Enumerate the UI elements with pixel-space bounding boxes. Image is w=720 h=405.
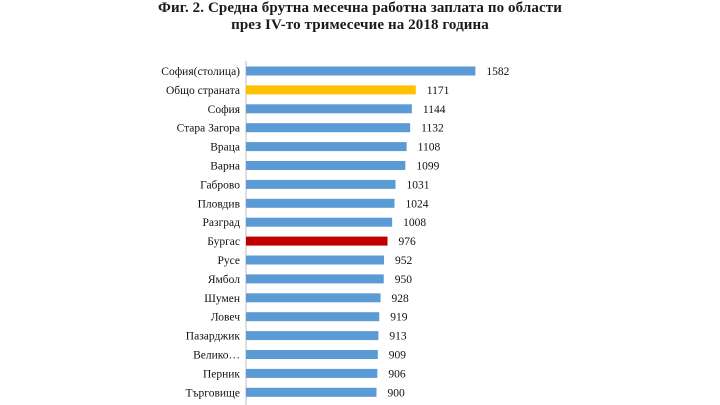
bar: [246, 312, 380, 322]
category-label: София: [208, 104, 241, 116]
bar: [246, 104, 412, 114]
value-label: 1132: [421, 123, 444, 135]
value-label: 1024: [405, 198, 428, 210]
value-label: 950: [395, 274, 413, 286]
value-label: 1582: [486, 66, 509, 78]
value-label: 906: [388, 368, 406, 380]
value-label: 1171: [427, 85, 450, 97]
bar: [246, 331, 379, 341]
category-label: Габрово: [200, 179, 240, 191]
bar: [246, 85, 416, 95]
category-label: Ловеч: [211, 312, 240, 324]
bar: [246, 236, 388, 246]
category-label: Стара Загора: [177, 123, 240, 135]
category-label: Търговище: [186, 387, 240, 399]
bar: [246, 123, 411, 133]
bar: [246, 255, 385, 265]
category-label: Шумен: [204, 293, 240, 305]
value-label: 909: [389, 350, 407, 362]
bar: [246, 217, 393, 227]
value-label: 976: [399, 236, 417, 248]
category-label: Пазарджик: [186, 331, 241, 343]
bar: [246, 387, 377, 397]
value-label: 900: [388, 387, 406, 399]
category-label: София(столица): [161, 66, 240, 78]
category-label: Русе: [218, 255, 241, 267]
category-label: Ямбол: [208, 274, 240, 286]
value-label: 1108: [418, 142, 441, 154]
bar: [246, 161, 406, 170]
value-label: 1031: [406, 179, 429, 191]
value-label: 1144: [423, 104, 446, 116]
value-label: 919: [390, 312, 408, 324]
category-label: Разград: [203, 217, 241, 229]
value-label: 928: [392, 293, 410, 305]
bar: [246, 350, 378, 359]
value-label: 1008: [403, 217, 426, 229]
bar: [246, 198, 395, 208]
bar: [246, 368, 378, 378]
category-label: Общо страната: [166, 85, 240, 97]
bar: [246, 274, 384, 284]
value-label: 1099: [416, 161, 439, 173]
category-label: Велико…: [193, 350, 240, 362]
bar: [246, 142, 407, 152]
chart-title-line-1: Фиг. 2. Средна брутна месечна работна за…: [158, 0, 562, 16]
value-label: 913: [389, 331, 407, 343]
category-label: Бургас: [207, 236, 240, 248]
chart-title-line-2: през IV-то тримесечие на 2018 година: [231, 17, 489, 33]
category-label: Враца: [210, 142, 240, 154]
category-label: Перник: [203, 368, 240, 380]
value-label: 952: [395, 255, 413, 267]
bar: [246, 179, 396, 189]
bar: [246, 293, 381, 303]
chart-title: Фиг. 2. Средна брутна месечна работна за…: [0, 0, 720, 34]
category-label: Пловдив: [198, 198, 241, 210]
bar: [246, 66, 476, 76]
category-label: Варна: [210, 161, 240, 173]
